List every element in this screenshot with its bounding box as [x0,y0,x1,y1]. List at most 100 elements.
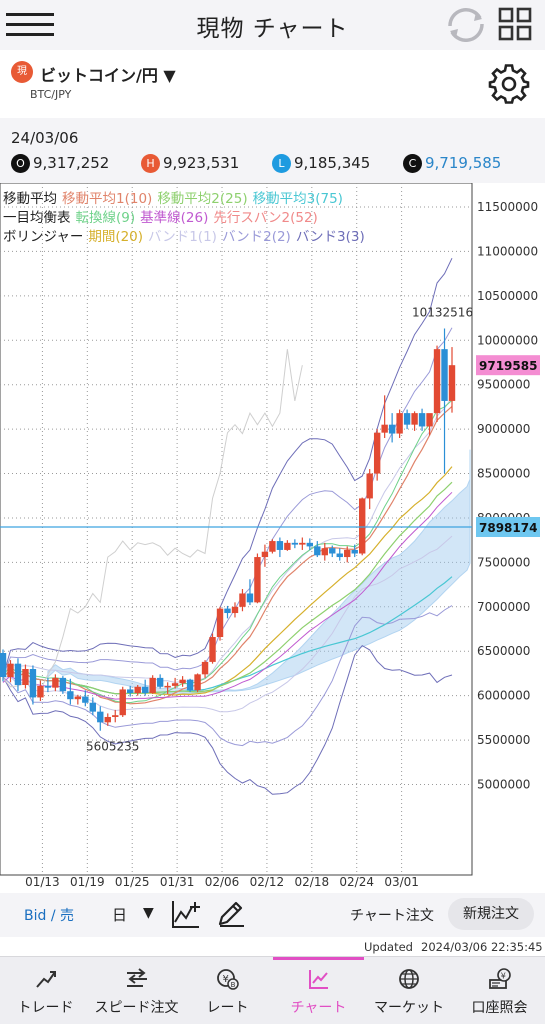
candle-body [156,677,164,687]
ohlc-low: L 9,185,345 [272,152,370,174]
current-price-label-bg [476,355,540,376]
candle-body [381,424,388,433]
candle-body [254,557,261,603]
open-value: 9,317,252 [33,154,110,172]
candle-body [112,715,119,717]
candlestick-chart[interactable]: 01/13 01/19 01/25 01/31 02/06 02/12 02/18 02/24… [0,182,545,893]
legend-item[interactable]: 移動平均3(75) [252,191,343,207]
product-selector[interactable]: ビットコイン/円 ▼ [40,66,176,85]
nav-trade[interactable]: トレード [0,957,91,1024]
chart-canvas[interactable]: 01/13 01/19 01/25 01/31 02/06 02/12 02/18 02/24… [0,182,545,893]
svg-text:¥: ¥ [222,974,228,985]
candle-body [52,677,59,688]
candle-body [141,686,149,693]
nav-rate[interactable]: ¥ B レート [182,957,273,1024]
candle-body [239,593,246,607]
candle-body [119,689,126,716]
gear-icon[interactable] [488,63,530,105]
top-bar: 現物 チャート [0,0,545,50]
bollinger-lower-2 [2,605,453,747]
candle-body [269,541,276,552]
pencil-icon[interactable] [216,898,246,928]
candle-body [134,686,141,693]
candle-body [366,473,373,499]
market-icon [399,969,419,989]
candle-body [171,683,179,686]
legend-item[interactable]: 転換線(9) [75,210,136,226]
x-tick-label: 01/25 [115,875,150,889]
y-tick-label: 5500000 [477,733,530,747]
low-badge: L [272,153,291,173]
add-indicator-icon[interactable] [170,898,202,930]
y-tick-label: 7500000 [477,555,530,569]
high-annotation: 10132516 [412,305,473,319]
new-order-button[interactable]: 新規注文 [448,898,534,930]
legend-item[interactable]: 移動平均2(25) [157,191,248,207]
bottom-nav: トレード スピード注文 ¥ B レート チャート マーケット [0,956,545,1024]
legend-item[interactable]: 基準線(26) [140,210,209,226]
candle-body [216,608,224,638]
legend-item[interactable]: 移動平均 [3,191,57,207]
nav-market[interactable]: マーケット [364,957,454,1024]
x-tick-label: 01/13 [25,875,60,889]
ohlc-date: 24/03/06 [11,129,79,147]
nav-label: マーケット [374,1000,444,1016]
candle-body [306,542,314,547]
legend-item[interactable]: 移動平均1(10) [62,191,153,207]
high-badge: H [141,153,160,173]
nav-speed-order[interactable]: スピード注文 [91,957,182,1024]
legend-item[interactable]: バンド1(1) [148,229,217,245]
candle-body [194,674,201,691]
grid-icon[interactable] [498,7,532,41]
trade-icon [35,971,56,988]
x-tick-label: 01/31 [160,875,195,889]
candle-body [359,498,366,554]
bid-ask-toggle[interactable]: Bid / 売 [24,908,74,924]
legend-item[interactable]: 先行スパン2(52) [213,210,318,226]
spot-badge: 現 [11,61,33,83]
candle-body [224,608,231,614]
kijun-line [2,491,453,700]
legend-item[interactable]: 期間(20) [88,229,144,245]
y-tick-label: 9500000 [477,378,530,392]
timeframe-select[interactable]: 日 [112,906,128,924]
candle-body [433,349,441,414]
candle-body [37,685,44,698]
chevron-down-icon[interactable]: ▼ [143,905,154,921]
candle-body [284,542,291,550]
x-tick-label: 02/18 [295,875,330,889]
nav-label: レート [206,1000,249,1016]
x-tick-label: 01/19 [70,875,105,889]
active-indicator [273,957,364,960]
refresh-icon[interactable] [442,6,490,42]
legend-item[interactable]: バンド2(2) [221,229,291,245]
tenkan-line [2,399,453,704]
legend-item[interactable]: ボリンジャー [3,229,84,245]
high-value: 9,923,531 [163,154,240,172]
candle-body [299,542,306,545]
candle-body [14,663,22,685]
candle-body [201,661,209,675]
nav-chart[interactable]: チャート [273,957,364,1024]
nav-account[interactable]: ¥ 口座照会 [454,957,545,1024]
x-tick-label: 02/12 [250,875,285,889]
candle-body [373,432,381,474]
hamburger-icon[interactable] [6,10,54,38]
candle-body [74,696,82,700]
legend-item[interactable]: 一目均衡表 [3,210,71,226]
x-tick-label: 02/06 [205,875,240,889]
chart-order-button[interactable]: チャート注文 [350,908,434,924]
legend-item[interactable]: バンド3(3) [295,229,365,245]
candle-body [441,349,448,401]
svg-text:B: B [230,981,235,989]
chikou-span [2,349,303,692]
candle-body [351,549,358,554]
y-tick-label: 10000000 [477,333,538,347]
candle-body [411,413,418,425]
nav-label: トレード [17,1000,74,1016]
candle-body [0,653,7,677]
low-value: 9,185,345 [294,154,371,172]
candle-body [22,669,29,685]
candle-body [388,424,396,434]
candle-body [321,548,328,556]
